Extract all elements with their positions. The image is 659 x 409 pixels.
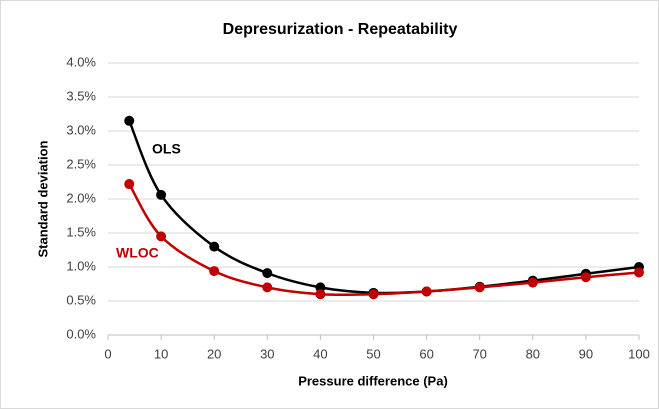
data-point	[527, 277, 538, 288]
x-tick-label: 20	[207, 346, 221, 361]
data-point	[262, 268, 273, 279]
x-tick-label: 60	[419, 346, 433, 361]
x-tick-label: 40	[313, 346, 327, 361]
data-point	[474, 282, 485, 293]
data-point	[634, 267, 644, 278]
x-axis-label: Pressure difference (Pa)	[298, 373, 448, 388]
y-tick-label: 1.0%	[66, 258, 96, 273]
chart-title: Depresurization - Repeatability	[223, 21, 458, 38]
y-axis-label: Standard deviation	[35, 140, 50, 257]
data-point	[209, 266, 220, 277]
x-tick-label: 100	[628, 346, 650, 361]
x-tick-label: 30	[260, 346, 274, 361]
data-point	[580, 272, 591, 283]
data-point	[368, 289, 379, 300]
y-tick-label: 0.5%	[66, 292, 96, 307]
data-point	[124, 115, 135, 126]
series-label: WLOC	[116, 245, 159, 261]
y-tick-label: 1.5%	[66, 224, 96, 239]
y-tick-label: 2.0%	[66, 190, 96, 205]
y-tick-label: 4.0%	[66, 54, 96, 69]
y-tick-label: 2.5%	[66, 156, 96, 171]
series-label: OLS	[152, 141, 181, 157]
x-tick-label: 0	[104, 346, 111, 361]
data-point	[421, 286, 432, 297]
x-tick-label: 10	[154, 346, 168, 361]
x-tick-label: 70	[472, 346, 486, 361]
y-tick-label: 3.5%	[66, 88, 96, 103]
x-tick-label: 50	[366, 346, 380, 361]
data-point	[156, 231, 167, 242]
y-tick-label: 3.0%	[66, 122, 96, 137]
data-point	[124, 179, 135, 190]
data-point	[262, 282, 273, 293]
x-tick-label: 80	[526, 346, 540, 361]
data-point	[209, 241, 220, 252]
x-tick-label: 90	[579, 346, 593, 361]
data-point	[315, 289, 326, 300]
data-point	[156, 189, 167, 200]
y-tick-label: 0.0%	[66, 326, 96, 341]
